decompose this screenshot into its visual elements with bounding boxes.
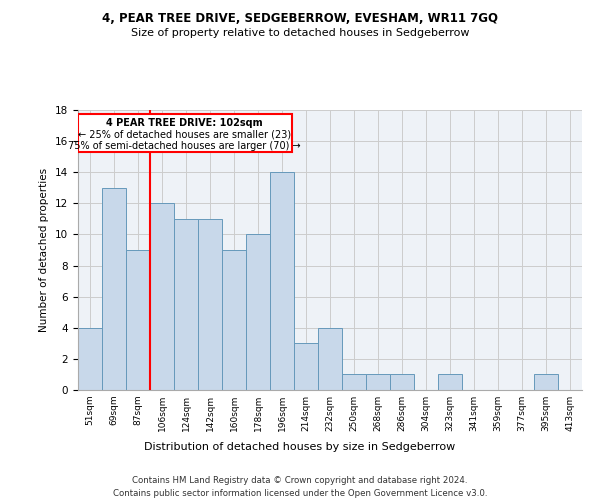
Bar — [246, 234, 270, 390]
Text: 4 PEAR TREE DRIVE: 102sqm: 4 PEAR TREE DRIVE: 102sqm — [106, 118, 263, 128]
Bar — [294, 344, 318, 390]
Text: ← 25% of detached houses are smaller (23): ← 25% of detached houses are smaller (23… — [78, 130, 292, 140]
Bar — [438, 374, 462, 390]
Bar — [342, 374, 366, 390]
Bar — [198, 219, 222, 390]
Bar — [534, 374, 558, 390]
Text: 4, PEAR TREE DRIVE, SEDGEBERROW, EVESHAM, WR11 7GQ: 4, PEAR TREE DRIVE, SEDGEBERROW, EVESHAM… — [102, 12, 498, 26]
Text: 75% of semi-detached houses are larger (70) →: 75% of semi-detached houses are larger (… — [68, 142, 301, 152]
Bar — [78, 328, 102, 390]
Text: Contains HM Land Registry data © Crown copyright and database right 2024.: Contains HM Land Registry data © Crown c… — [132, 476, 468, 485]
Text: Distribution of detached houses by size in Sedgeberrow: Distribution of detached houses by size … — [145, 442, 455, 452]
Bar — [150, 204, 174, 390]
Bar — [174, 219, 198, 390]
Y-axis label: Number of detached properties: Number of detached properties — [40, 168, 49, 332]
Bar — [318, 328, 342, 390]
Bar — [126, 250, 150, 390]
Bar — [270, 172, 294, 390]
Bar — [78, 114, 292, 152]
Text: Size of property relative to detached houses in Sedgeberrow: Size of property relative to detached ho… — [131, 28, 469, 38]
Bar — [390, 374, 414, 390]
Bar — [222, 250, 246, 390]
Bar — [366, 374, 390, 390]
Bar — [102, 188, 126, 390]
Text: Contains public sector information licensed under the Open Government Licence v3: Contains public sector information licen… — [113, 489, 487, 498]
